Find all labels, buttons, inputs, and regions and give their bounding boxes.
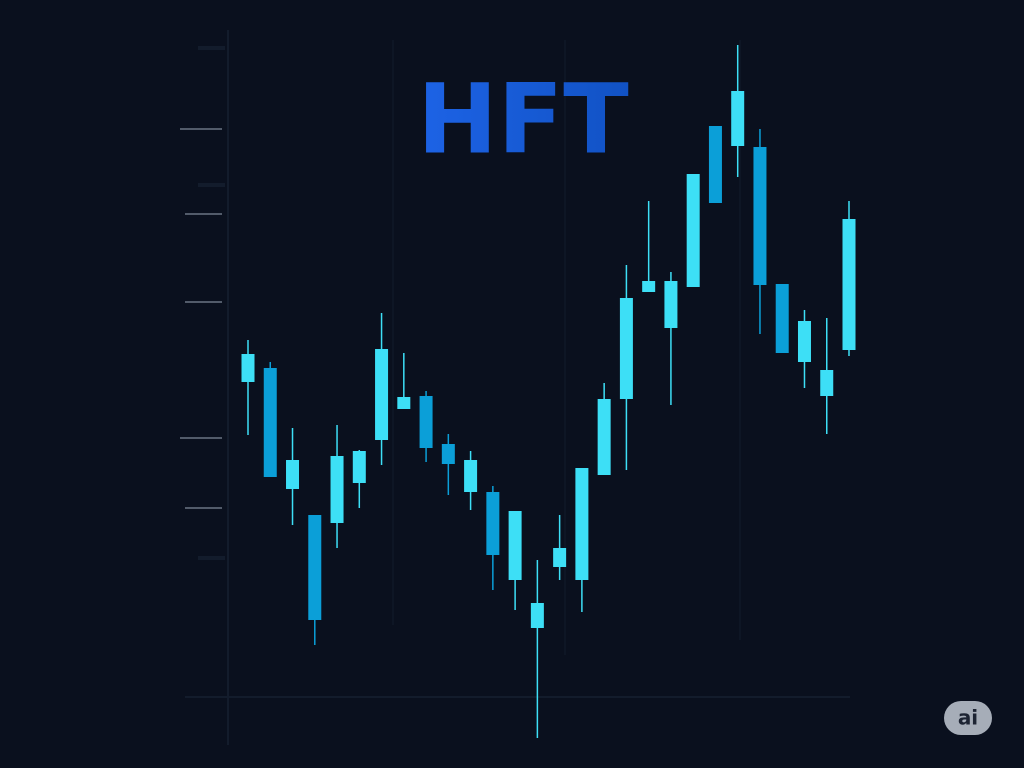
candle-body — [575, 468, 589, 580]
candle-body — [419, 396, 433, 448]
candle-body — [619, 298, 633, 399]
chart-title: HFT — [417, 63, 628, 175]
decor-ticks — [180, 128, 222, 509]
candle-body — [308, 515, 322, 620]
candle-body — [330, 456, 344, 523]
candle-body — [664, 281, 678, 328]
candle-body — [352, 451, 366, 483]
candles — [241, 45, 856, 738]
candle-body — [241, 354, 255, 382]
candle-body — [397, 397, 411, 409]
badge: ai — [944, 701, 992, 735]
candle-body — [708, 126, 722, 203]
badge-bg — [944, 701, 992, 735]
candle-body — [820, 370, 834, 396]
badge-label: ai — [958, 706, 978, 730]
candle-body — [797, 321, 811, 362]
candle-body — [597, 399, 611, 475]
decor — [185, 30, 850, 745]
candle-body — [286, 460, 300, 489]
candle-body — [464, 460, 478, 492]
candle-body — [753, 147, 767, 285]
candle-body — [775, 284, 789, 353]
candle-body — [263, 368, 277, 477]
candle-body — [375, 349, 389, 440]
candle-body — [842, 219, 856, 350]
candle-body — [686, 174, 700, 287]
candle-body — [553, 548, 567, 567]
candle-body — [508, 511, 522, 580]
candle-body — [441, 444, 455, 464]
candle-body — [486, 492, 500, 555]
candle-body — [530, 603, 544, 628]
candle-body — [731, 91, 745, 146]
candle-body — [642, 281, 656, 292]
